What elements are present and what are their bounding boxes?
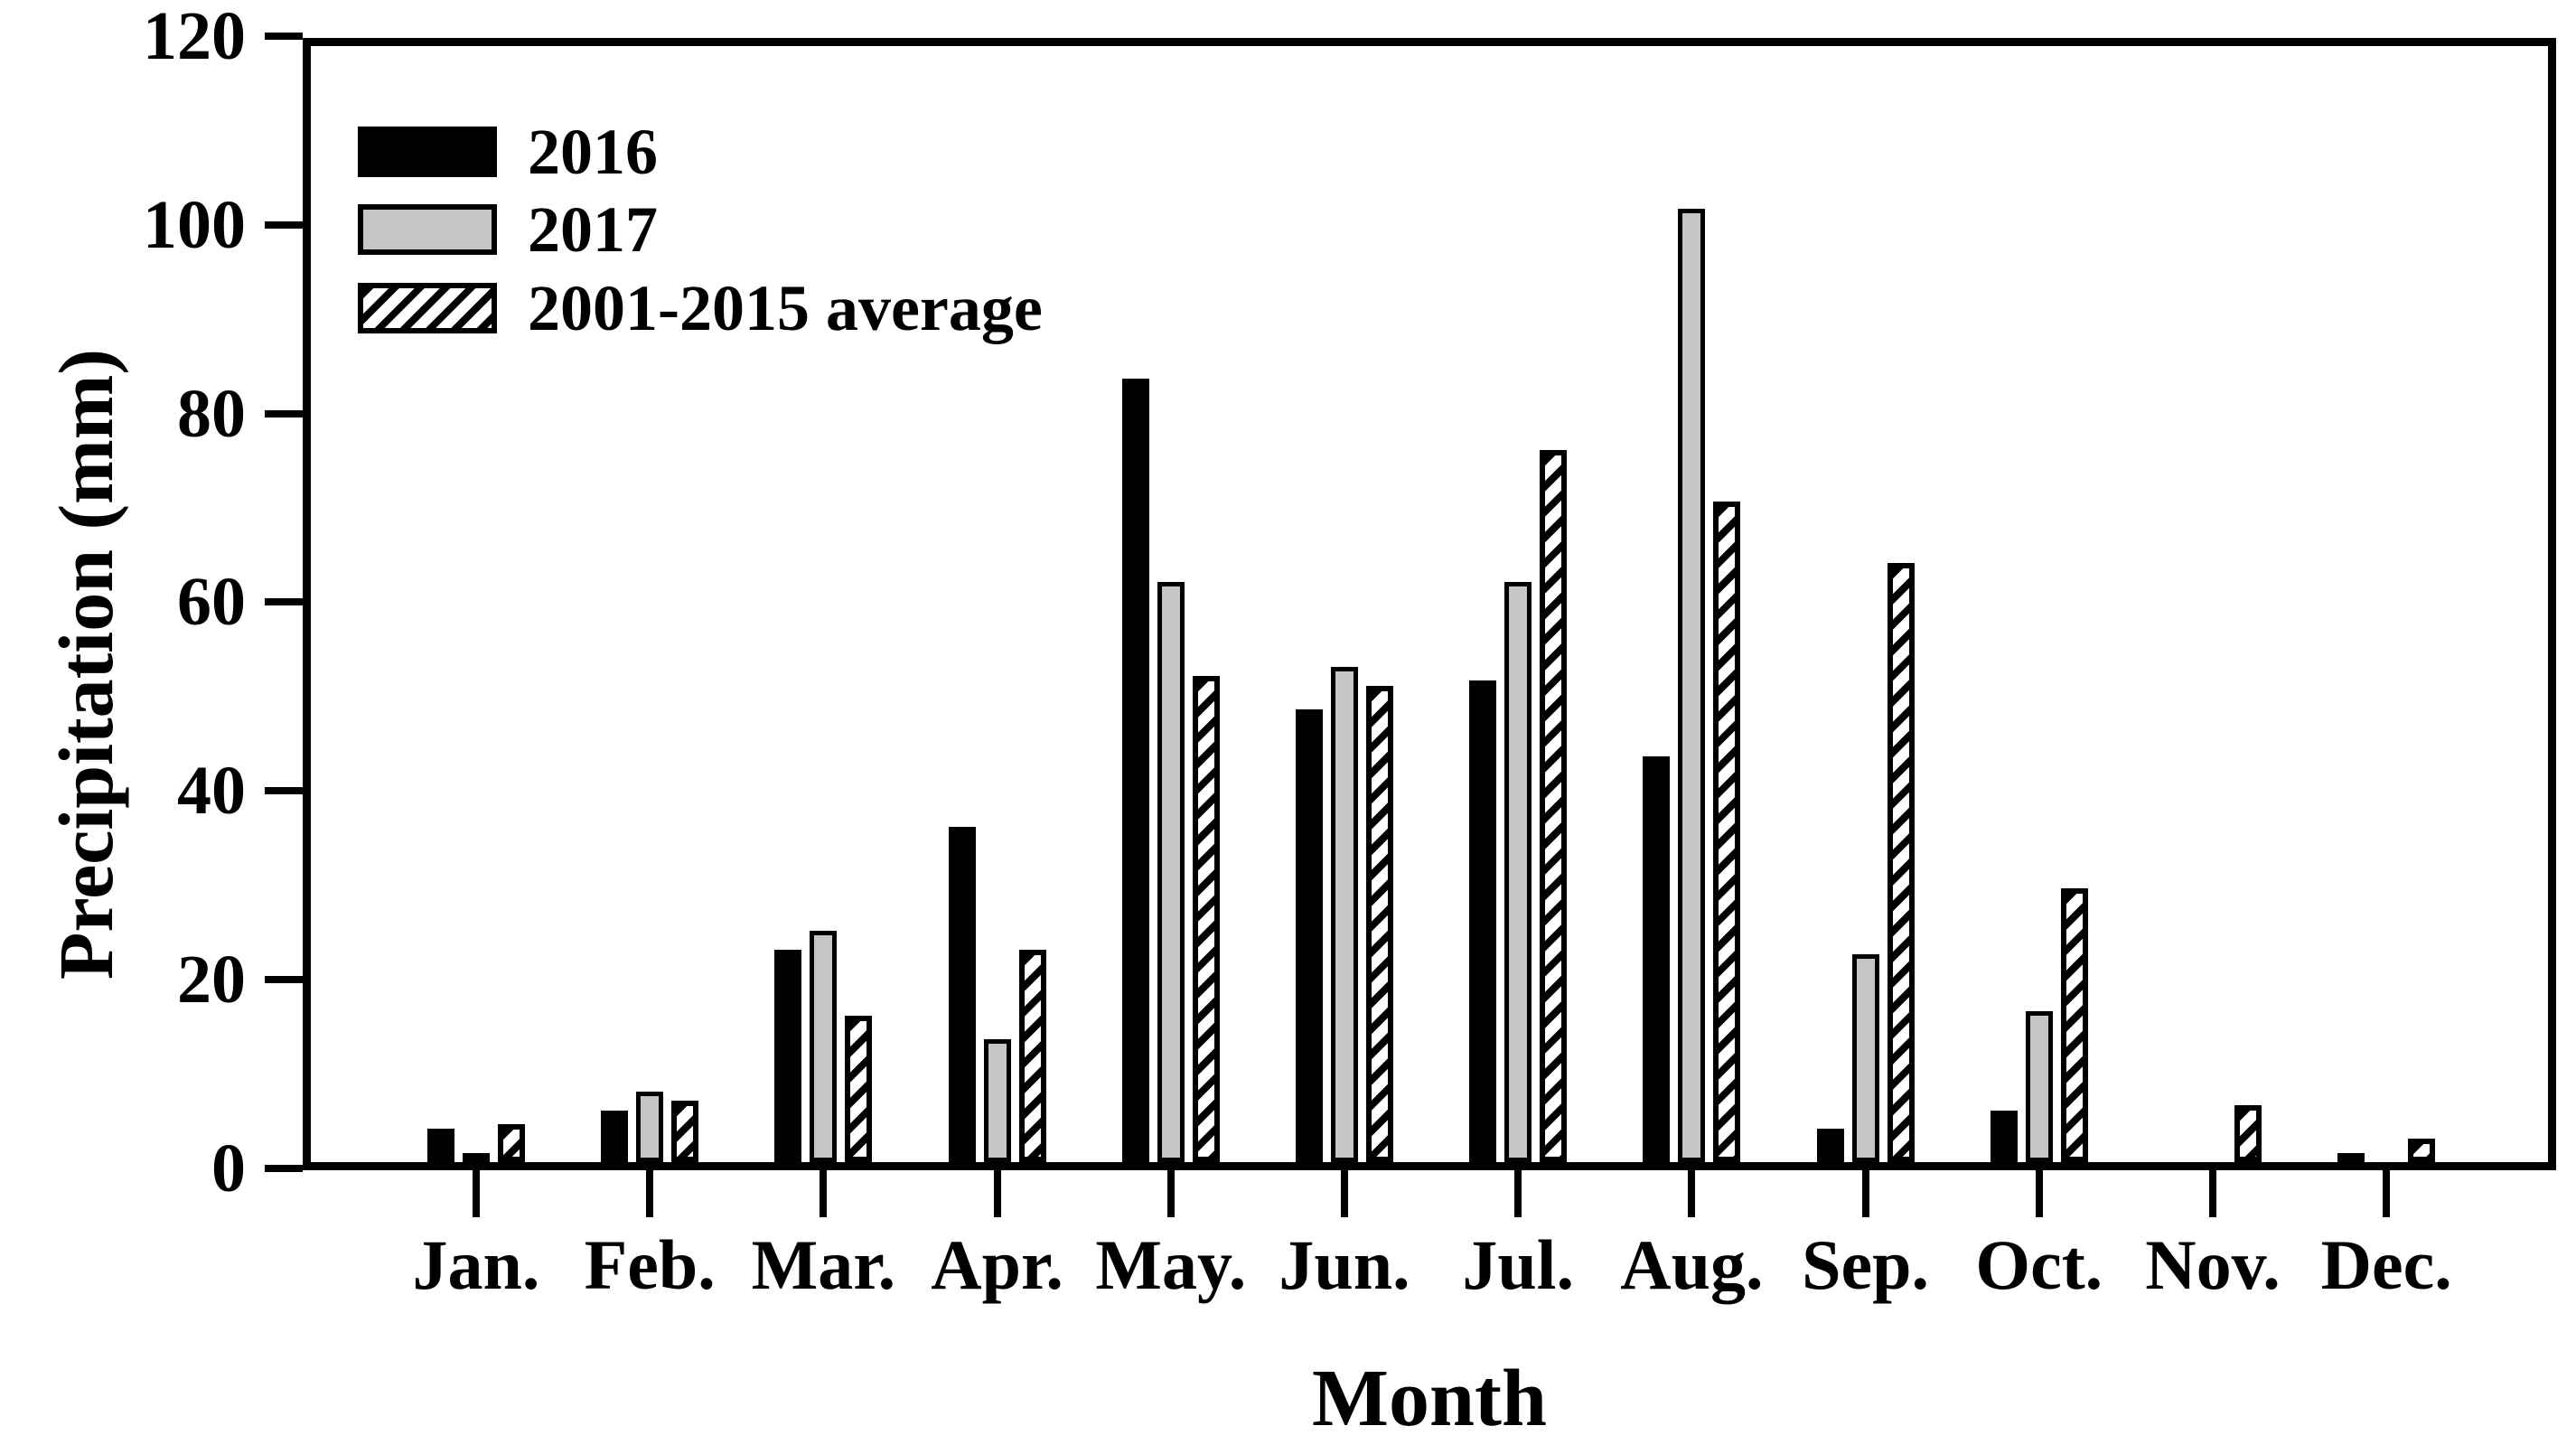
y-tick-mark-0 <box>265 1165 303 1172</box>
x-tick-mark-Aug <box>1688 1170 1696 1217</box>
y-tick-label-0: 0 <box>211 1130 246 1206</box>
bar-2016-Dec <box>2337 1153 2365 1162</box>
x-tick-mark-Jun <box>1341 1170 1348 1217</box>
month-label-Jun: Jun. <box>1279 1225 1410 1304</box>
x-tick-mark-Apr <box>993 1170 1001 1217</box>
plot-area <box>303 38 2556 1170</box>
bar-2001-2015-average-Jun <box>1366 686 1393 1162</box>
y-tick-label-40: 40 <box>177 753 246 830</box>
bar-2017-Mar <box>810 931 838 1162</box>
y-tick-mark-20 <box>265 976 303 984</box>
x-tick-mark-Jan <box>473 1170 480 1217</box>
legend-swatch-solid-black <box>358 127 497 177</box>
bar-2001-2015-average-Nov <box>2234 1105 2262 1162</box>
bar-2001-2015-average-Dec <box>2408 1139 2436 1162</box>
x-tick-mark-Dec <box>2383 1170 2391 1217</box>
month-label-Sep: Sep. <box>1802 1225 1930 1304</box>
bar-2001-2015-average-May <box>1192 676 1220 1162</box>
bar-2016-Feb <box>601 1111 629 1162</box>
bar-2001-2015-average-Apr <box>1018 950 1046 1162</box>
y-tick-mark-120 <box>265 32 303 40</box>
bar-2001-2015-average-Oct <box>2060 888 2088 1162</box>
month-label-Oct: Oct. <box>1975 1225 2103 1304</box>
bar-2017-Oct <box>2025 1011 2053 1162</box>
bar-2017-Aug <box>1678 209 1706 1162</box>
x-tick-mark-Oct <box>2035 1170 2043 1217</box>
legend-label: 2017 <box>528 193 658 266</box>
legend-label: 2001-2015 average <box>528 272 1043 344</box>
month-label-Mar: Mar. <box>751 1225 896 1304</box>
month-label-Jan: Jan. <box>412 1225 540 1304</box>
bar-2017-Jan <box>463 1153 490 1162</box>
bar-2001-2015-average-Aug <box>1713 502 1741 1162</box>
bar-2017-Feb <box>636 1092 664 1162</box>
x-axis-title: Month <box>1312 1354 1548 1443</box>
x-tick-mark-Sep <box>1861 1170 1869 1217</box>
bar-2016-May <box>1121 379 1149 1162</box>
month-label-May: May. <box>1095 1225 1247 1304</box>
bar-2016-Jun <box>1296 709 1323 1162</box>
bar-2016-Mar <box>774 950 802 1162</box>
bar-2017-Jul <box>1504 582 1532 1162</box>
y-tick-mark-40 <box>265 787 303 795</box>
x-tick-mark-May <box>1166 1170 1175 1217</box>
legend-row-2017: 2017 <box>358 197 658 262</box>
y-tick-label-20: 20 <box>177 942 246 1018</box>
bar-2017-Jun <box>1331 667 1358 1162</box>
bar-2017-Apr <box>983 1039 1011 1162</box>
x-tick-mark-Mar <box>820 1170 828 1217</box>
legend-swatch-hatched <box>358 283 497 333</box>
y-axis-title: Precipitation (mm) <box>42 348 129 980</box>
bar-2016-Sep <box>1816 1129 1844 1162</box>
bar-2016-Jan <box>427 1129 454 1162</box>
bar-2016-Oct <box>1990 1111 2018 1162</box>
month-label-Feb: Feb. <box>584 1225 716 1304</box>
x-tick-mark-Jul <box>1514 1170 1522 1217</box>
y-tick-label-60: 60 <box>177 564 246 641</box>
bar-2016-Jul <box>1469 680 1497 1162</box>
bar-2017-Sep <box>1851 954 1879 1162</box>
y-tick-label-120: 120 <box>143 0 246 74</box>
y-tick-mark-100 <box>265 220 303 229</box>
legend-swatch-solid-gray <box>358 204 497 255</box>
month-label-Dec: Dec. <box>2320 1225 2452 1304</box>
month-label-Aug: Aug. <box>1620 1225 1764 1304</box>
legend-row-2016: 2016 <box>358 119 658 184</box>
month-label-Nov: Nov. <box>2145 1225 2281 1304</box>
month-label-Apr: Apr. <box>931 1225 1063 1304</box>
bar-2001-2015-average-Jan <box>498 1124 525 1162</box>
legend-row-2001-2015-average: 2001-2015 average <box>358 276 1043 341</box>
legend-label: 2016 <box>528 116 658 188</box>
month-label-Jul: Jul. <box>1462 1225 1574 1304</box>
y-tick-mark-60 <box>265 598 303 606</box>
bar-2001-2015-average-Mar <box>845 1016 873 1162</box>
x-tick-mark-Feb <box>646 1170 654 1217</box>
bar-2001-2015-average-Feb <box>671 1101 699 1162</box>
bar-2001-2015-average-Jul <box>1540 450 1568 1162</box>
bar-2017-May <box>1157 582 1185 1162</box>
bar-2016-Aug <box>1643 756 1671 1162</box>
x-tick-mark-Nov <box>2209 1170 2216 1217</box>
y-tick-mark-80 <box>265 409 303 417</box>
y-tick-label-100: 100 <box>143 186 246 263</box>
bar-2016-Apr <box>948 827 976 1162</box>
bar-2001-2015-average-Sep <box>1887 563 1915 1162</box>
y-tick-label-80: 80 <box>177 375 246 452</box>
